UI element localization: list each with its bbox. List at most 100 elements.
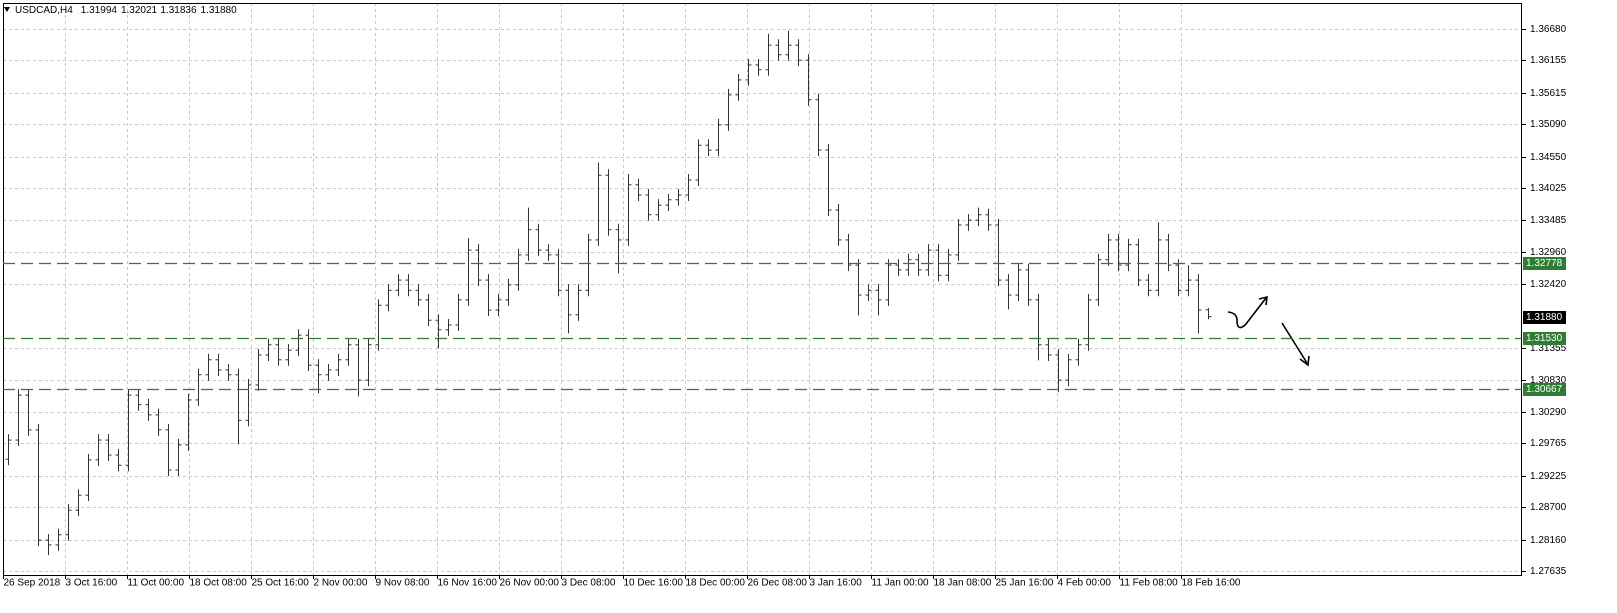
x-tick-label: 26 Nov 00:00: [500, 578, 560, 589]
ohlc-bar: [1105, 233, 1112, 266]
ohlc-bar: [475, 244, 482, 287]
x-tick-label: 10 Dec 16:00: [624, 578, 684, 589]
ohlc-bar: [335, 353, 342, 376]
symbol: USDCAD,H4: [15, 5, 73, 16]
ohlc-bar: [985, 208, 992, 231]
ohlc-bar: [605, 169, 612, 236]
ohlc-bar: [255, 348, 262, 391]
ohlc-bar: [505, 278, 512, 306]
ohlc-bar: [895, 259, 902, 276]
ohlc-bar: [205, 353, 212, 381]
ohlc-bar: [685, 174, 692, 201]
ohlc-bar: [925, 244, 932, 276]
ohlc-bar: [125, 389, 132, 472]
ohlc-bar: [695, 139, 702, 186]
menu-triangle: [4, 7, 10, 12]
ohlc-bar: [465, 238, 472, 306]
ohlc-bar: [405, 274, 412, 297]
quotes: 1.31994 1.32021 1.31836 1.31880: [81, 5, 237, 16]
ohlc-bar: [265, 338, 272, 361]
ohlc-bar: [915, 253, 922, 276]
ohlc-bar: [5, 434, 12, 466]
ohlc-bar: [145, 398, 152, 421]
x-tick-label: 4 Feb 00:00: [1058, 578, 1112, 589]
ohlc-bar: [635, 178, 642, 201]
ohlc-bar: [905, 253, 912, 276]
x-tick-label: 9 Nov 08:00: [376, 578, 430, 589]
y-tick-label: 1.36680: [1530, 24, 1567, 35]
ohlc-bar: [945, 248, 952, 282]
ohlc-bar: [1175, 259, 1182, 297]
bar-layer: [5, 30, 1212, 556]
ohlc-bar: [735, 73, 742, 101]
x-tick-label: 25 Oct 16:00: [252, 578, 310, 589]
ohlc-bar: [745, 58, 752, 86]
ohlc-bar: [565, 284, 572, 334]
ohlc-bar: [875, 284, 882, 316]
ohlc-bar: [495, 293, 502, 317]
ohlc-bar: [275, 338, 282, 366]
down-arrowhead: [1299, 355, 1310, 367]
ohlc-bar: [975, 207, 982, 227]
ohlc-bar: [815, 93, 822, 157]
x-tick-label: 3 Jan 16:00: [810, 578, 863, 589]
ohlc-bar: [865, 284, 872, 302]
level-label-box: [1523, 257, 1566, 270]
ohlc-bar: [165, 423, 172, 477]
ohlc-bar: [1135, 238, 1142, 287]
level-label: 1.32778: [1526, 258, 1563, 269]
ohlc-bar: [95, 434, 102, 466]
x-tick-label: 11 Feb 08:00: [1120, 578, 1179, 589]
ohlc-bar: [825, 144, 832, 216]
y-tick-label: 1.29225: [1530, 471, 1567, 482]
ohlc-bar: [1005, 274, 1012, 310]
ohlc-bar: [395, 274, 402, 297]
ohlc-bar: [355, 338, 362, 397]
ohlc-bar: [645, 188, 652, 221]
x-tick-label: 16 Nov 16:00: [438, 578, 498, 589]
ohlc-bar: [775, 39, 782, 61]
ohlc-bar: [785, 30, 792, 61]
ohlc-bar: [1035, 293, 1042, 361]
ohlc-bar: [435, 314, 442, 349]
up-arrow: [1227, 297, 1267, 329]
y-tick-label: 1.34025: [1530, 183, 1567, 194]
ohlc-bar: [995, 218, 1002, 287]
ohlc-bar: [105, 434, 112, 462]
ohlc-bar: [665, 193, 672, 212]
up-arrowhead: [1258, 295, 1268, 306]
x-tick-label: 18 Feb 16:00: [1182, 578, 1241, 589]
x-tick-label: 11 Jan 00:00: [872, 578, 930, 589]
y-tick-label: 1.35090: [1530, 119, 1567, 130]
ohlc-bar: [835, 203, 842, 246]
ohlc-bar: [1065, 353, 1072, 387]
down-arrow: [1281, 322, 1308, 364]
ohlc-bar: [225, 363, 232, 381]
y-tick-label: 1.35615: [1530, 88, 1567, 99]
ohlc-bar: [215, 353, 222, 376]
ohlc-bar: [1195, 274, 1202, 334]
x-tick-label: 26 Dec 08:00: [748, 578, 808, 589]
ohlc-bar: [185, 393, 192, 451]
y-tick-label: 1.28700: [1530, 502, 1567, 513]
y-tick-label: 1.33485: [1530, 215, 1567, 226]
ohlc-bar: [855, 259, 862, 316]
y-tick-label: 1.27635: [1530, 566, 1567, 577]
ohlc-bar: [725, 88, 732, 131]
ohlc-bar: [65, 504, 72, 541]
annotation-arrows: [1227, 295, 1310, 367]
ohlc-bar: [75, 489, 82, 517]
ohlc-bar: [1095, 253, 1102, 306]
ohlc-bar: [115, 449, 122, 472]
ohlc-bar: [715, 118, 722, 157]
ohlc-bar: [195, 368, 202, 406]
ohlc-bar: [615, 223, 622, 274]
ohlc-bar: [55, 528, 62, 551]
ohlc-bar: [445, 319, 452, 336]
ohlc-bar: [315, 359, 322, 394]
ohlc-bar: [295, 329, 302, 357]
ohlc-bar: [1185, 265, 1192, 297]
ohlc-bar: [515, 248, 522, 291]
ohlc-bar: [1025, 263, 1032, 306]
